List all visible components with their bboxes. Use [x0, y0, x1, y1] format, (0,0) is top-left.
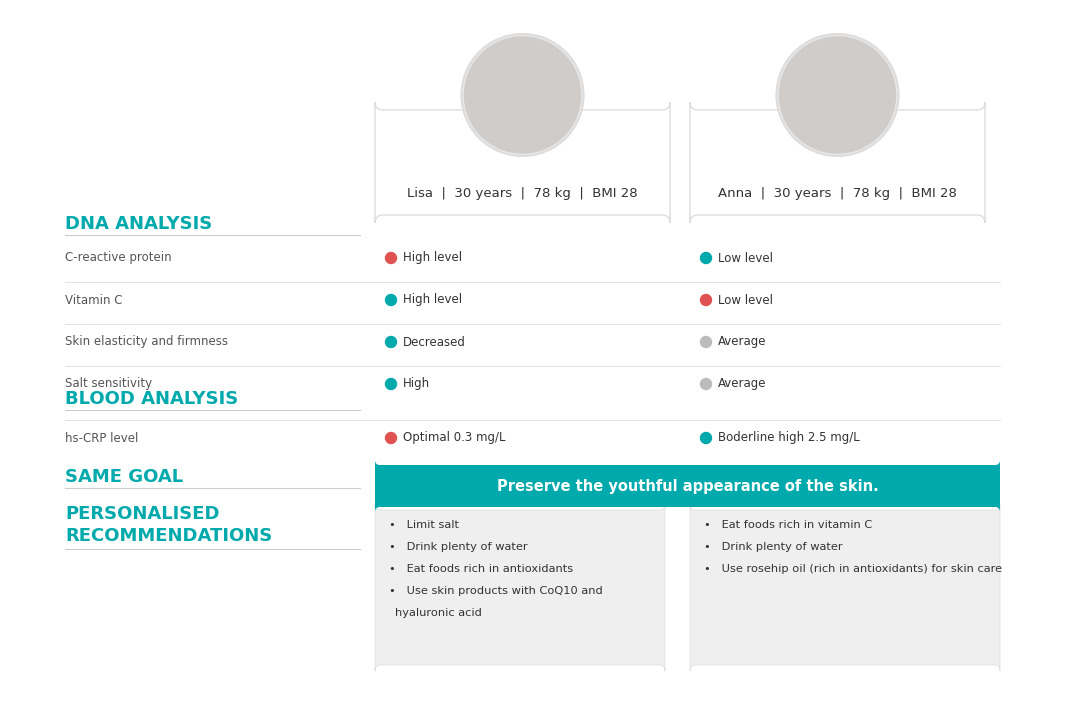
Text: DNA ANALYSIS: DNA ANALYSIS — [65, 215, 213, 233]
Text: Low level: Low level — [718, 294, 773, 307]
Circle shape — [386, 433, 396, 444]
Text: hyaluronic acid: hyaluronic acid — [395, 608, 482, 618]
Text: Salt sensitivity: Salt sensitivity — [65, 377, 152, 390]
Circle shape — [386, 253, 396, 264]
Text: Average: Average — [718, 336, 767, 348]
Circle shape — [701, 433, 712, 444]
Text: SAME GOAL: SAME GOAL — [65, 468, 184, 486]
Text: •   Limit salt: • Limit salt — [389, 520, 459, 530]
Text: High level: High level — [403, 251, 462, 264]
Text: PERSONALISED: PERSONALISED — [65, 505, 219, 523]
FancyBboxPatch shape — [375, 504, 665, 671]
Circle shape — [701, 336, 712, 348]
Text: •   Drink plenty of water: • Drink plenty of water — [389, 542, 528, 552]
Text: •   Eat foods rich in antioxidants: • Eat foods rich in antioxidants — [389, 564, 573, 574]
Text: •   Use rosehip oil (rich in antioxidants) for skin care: • Use rosehip oil (rich in antioxidants)… — [704, 564, 1002, 574]
Circle shape — [464, 37, 581, 153]
Text: Vitamin C: Vitamin C — [65, 294, 122, 307]
Text: Skin elasticity and firmness: Skin elasticity and firmness — [65, 336, 228, 348]
Text: High level: High level — [403, 294, 462, 307]
Text: BLOOD ANALYSIS: BLOOD ANALYSIS — [65, 390, 239, 408]
Circle shape — [461, 34, 583, 156]
FancyBboxPatch shape — [690, 102, 985, 223]
Text: RECOMMENDATIONS: RECOMMENDATIONS — [65, 527, 272, 545]
Text: High: High — [403, 377, 430, 390]
Text: Optimal 0.3 mg/L: Optimal 0.3 mg/L — [403, 431, 505, 444]
Text: Boderline high 2.5 mg/L: Boderline high 2.5 mg/L — [718, 431, 860, 444]
Circle shape — [386, 336, 396, 348]
Text: Lisa  |  30 years  |  78 kg  |  BMI 28: Lisa | 30 years | 78 kg | BMI 28 — [407, 186, 638, 199]
Circle shape — [780, 37, 895, 153]
Circle shape — [701, 379, 712, 390]
Text: C-reactive protein: C-reactive protein — [65, 251, 172, 264]
Circle shape — [386, 379, 396, 390]
Text: Decreased: Decreased — [403, 336, 465, 348]
Circle shape — [701, 253, 712, 264]
Text: Anna  |  30 years  |  78 kg  |  BMI 28: Anna | 30 years | 78 kg | BMI 28 — [718, 186, 957, 199]
Text: hs-CRP level: hs-CRP level — [65, 431, 138, 444]
Circle shape — [386, 294, 396, 305]
Text: Low level: Low level — [718, 251, 773, 264]
Text: •   Drink plenty of water: • Drink plenty of water — [704, 542, 842, 552]
Text: Average: Average — [718, 377, 767, 390]
FancyBboxPatch shape — [690, 504, 1000, 671]
Text: Preserve the youthful appearance of the skin.: Preserve the youthful appearance of the … — [497, 479, 878, 493]
Text: •   Use skin products with CoQ10 and: • Use skin products with CoQ10 and — [389, 586, 603, 596]
FancyBboxPatch shape — [375, 460, 1000, 512]
Text: •   Eat foods rich in vitamin C: • Eat foods rich in vitamin C — [704, 520, 873, 530]
Circle shape — [777, 34, 899, 156]
Circle shape — [701, 294, 712, 305]
FancyBboxPatch shape — [375, 102, 670, 223]
